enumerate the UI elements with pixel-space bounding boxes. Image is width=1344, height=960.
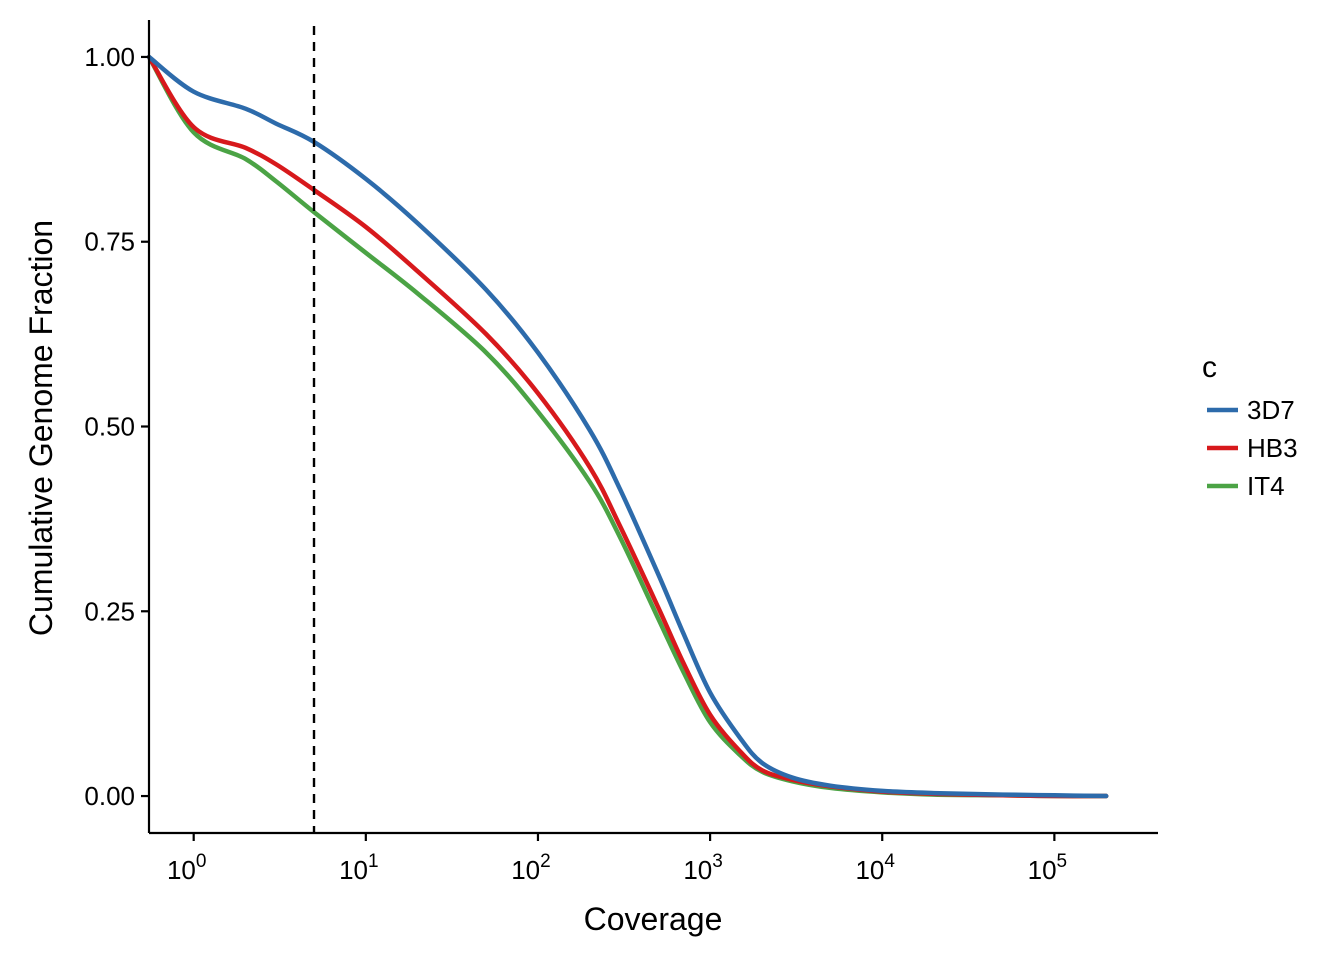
x-tick-base: 10 bbox=[167, 855, 196, 885]
x-tick-base: 10 bbox=[1028, 855, 1057, 885]
legend: c 3D7 HB3 IT4 bbox=[1202, 351, 1298, 501]
y-tick-label: 0.75 bbox=[84, 227, 135, 257]
x-axis-ticks: 100 101 102 103 104 105 bbox=[167, 833, 1067, 885]
x-tick-base: 10 bbox=[511, 855, 540, 885]
y-tick-label: 0.50 bbox=[84, 412, 135, 442]
x-tick-label: 105 bbox=[1028, 851, 1068, 885]
legend-items: 3D7 HB3 IT4 bbox=[1207, 395, 1298, 501]
y-tick-label: 1.00 bbox=[84, 42, 135, 72]
y-tick-label: 0.25 bbox=[84, 596, 135, 626]
x-tick-exponent: 5 bbox=[1057, 851, 1068, 872]
series-line-hb3 bbox=[146, 54, 1109, 799]
legend-title: c bbox=[1202, 351, 1217, 384]
legend-label-3d7: 3D7 bbox=[1247, 395, 1295, 425]
series-layer bbox=[146, 54, 1109, 799]
legend-label-hb3: HB3 bbox=[1247, 433, 1298, 463]
x-axis-title: Coverage bbox=[584, 901, 723, 937]
x-tick-exponent: 4 bbox=[884, 851, 895, 872]
y-axis-title: Cumulative Genome Fraction bbox=[23, 220, 59, 636]
x-tick-exponent: 0 bbox=[196, 851, 207, 872]
y-tick-label: 0.00 bbox=[84, 781, 135, 811]
x-tick-label: 102 bbox=[511, 851, 551, 885]
series-line-it4 bbox=[146, 54, 1109, 799]
x-tick-label: 101 bbox=[339, 851, 379, 885]
y-axis-ticks: 0.00 0.25 0.50 0.75 1.00 bbox=[84, 42, 149, 811]
x-tick-exponent: 3 bbox=[712, 851, 723, 872]
x-tick-exponent: 2 bbox=[540, 851, 551, 872]
x-tick-exponent: 1 bbox=[368, 851, 379, 872]
x-tick-label: 100 bbox=[167, 851, 207, 885]
legend-label-it4: IT4 bbox=[1247, 471, 1285, 501]
x-tick-base: 10 bbox=[855, 855, 884, 885]
x-tick-base: 10 bbox=[339, 855, 368, 885]
x-tick-label: 103 bbox=[683, 851, 723, 885]
series-line-3d7 bbox=[146, 54, 1109, 799]
x-tick-label: 104 bbox=[855, 851, 895, 885]
x-tick-base: 10 bbox=[683, 855, 712, 885]
